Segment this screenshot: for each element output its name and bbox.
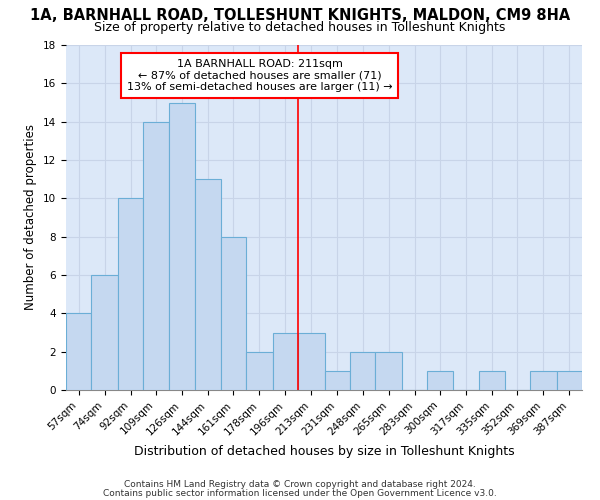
Text: 1A BARNHALL ROAD: 211sqm
← 87% of detached houses are smaller (71)
13% of semi-d: 1A BARNHALL ROAD: 211sqm ← 87% of detach…: [127, 59, 392, 92]
Bar: [298, 332, 325, 390]
Bar: [91, 275, 118, 390]
Bar: [118, 198, 143, 390]
Bar: [66, 314, 91, 390]
Text: Size of property relative to detached houses in Tolleshunt Knights: Size of property relative to detached ho…: [94, 21, 506, 34]
Bar: [530, 371, 557, 390]
Bar: [350, 352, 376, 390]
Bar: [196, 179, 221, 390]
Bar: [169, 102, 196, 390]
X-axis label: Distribution of detached houses by size in Tolleshunt Knights: Distribution of detached houses by size …: [134, 445, 514, 458]
Text: Contains HM Land Registry data © Crown copyright and database right 2024.: Contains HM Land Registry data © Crown c…: [124, 480, 476, 489]
Bar: [325, 371, 350, 390]
Bar: [246, 352, 272, 390]
Bar: [557, 371, 582, 390]
Y-axis label: Number of detached properties: Number of detached properties: [25, 124, 37, 310]
Bar: [143, 122, 169, 390]
Bar: [272, 332, 298, 390]
Bar: [376, 352, 402, 390]
Text: Contains public sector information licensed under the Open Government Licence v3: Contains public sector information licen…: [103, 490, 497, 498]
Bar: [479, 371, 505, 390]
Bar: [427, 371, 452, 390]
Bar: [221, 236, 246, 390]
Text: 1A, BARNHALL ROAD, TOLLESHUNT KNIGHTS, MALDON, CM9 8HA: 1A, BARNHALL ROAD, TOLLESHUNT KNIGHTS, M…: [30, 8, 570, 22]
